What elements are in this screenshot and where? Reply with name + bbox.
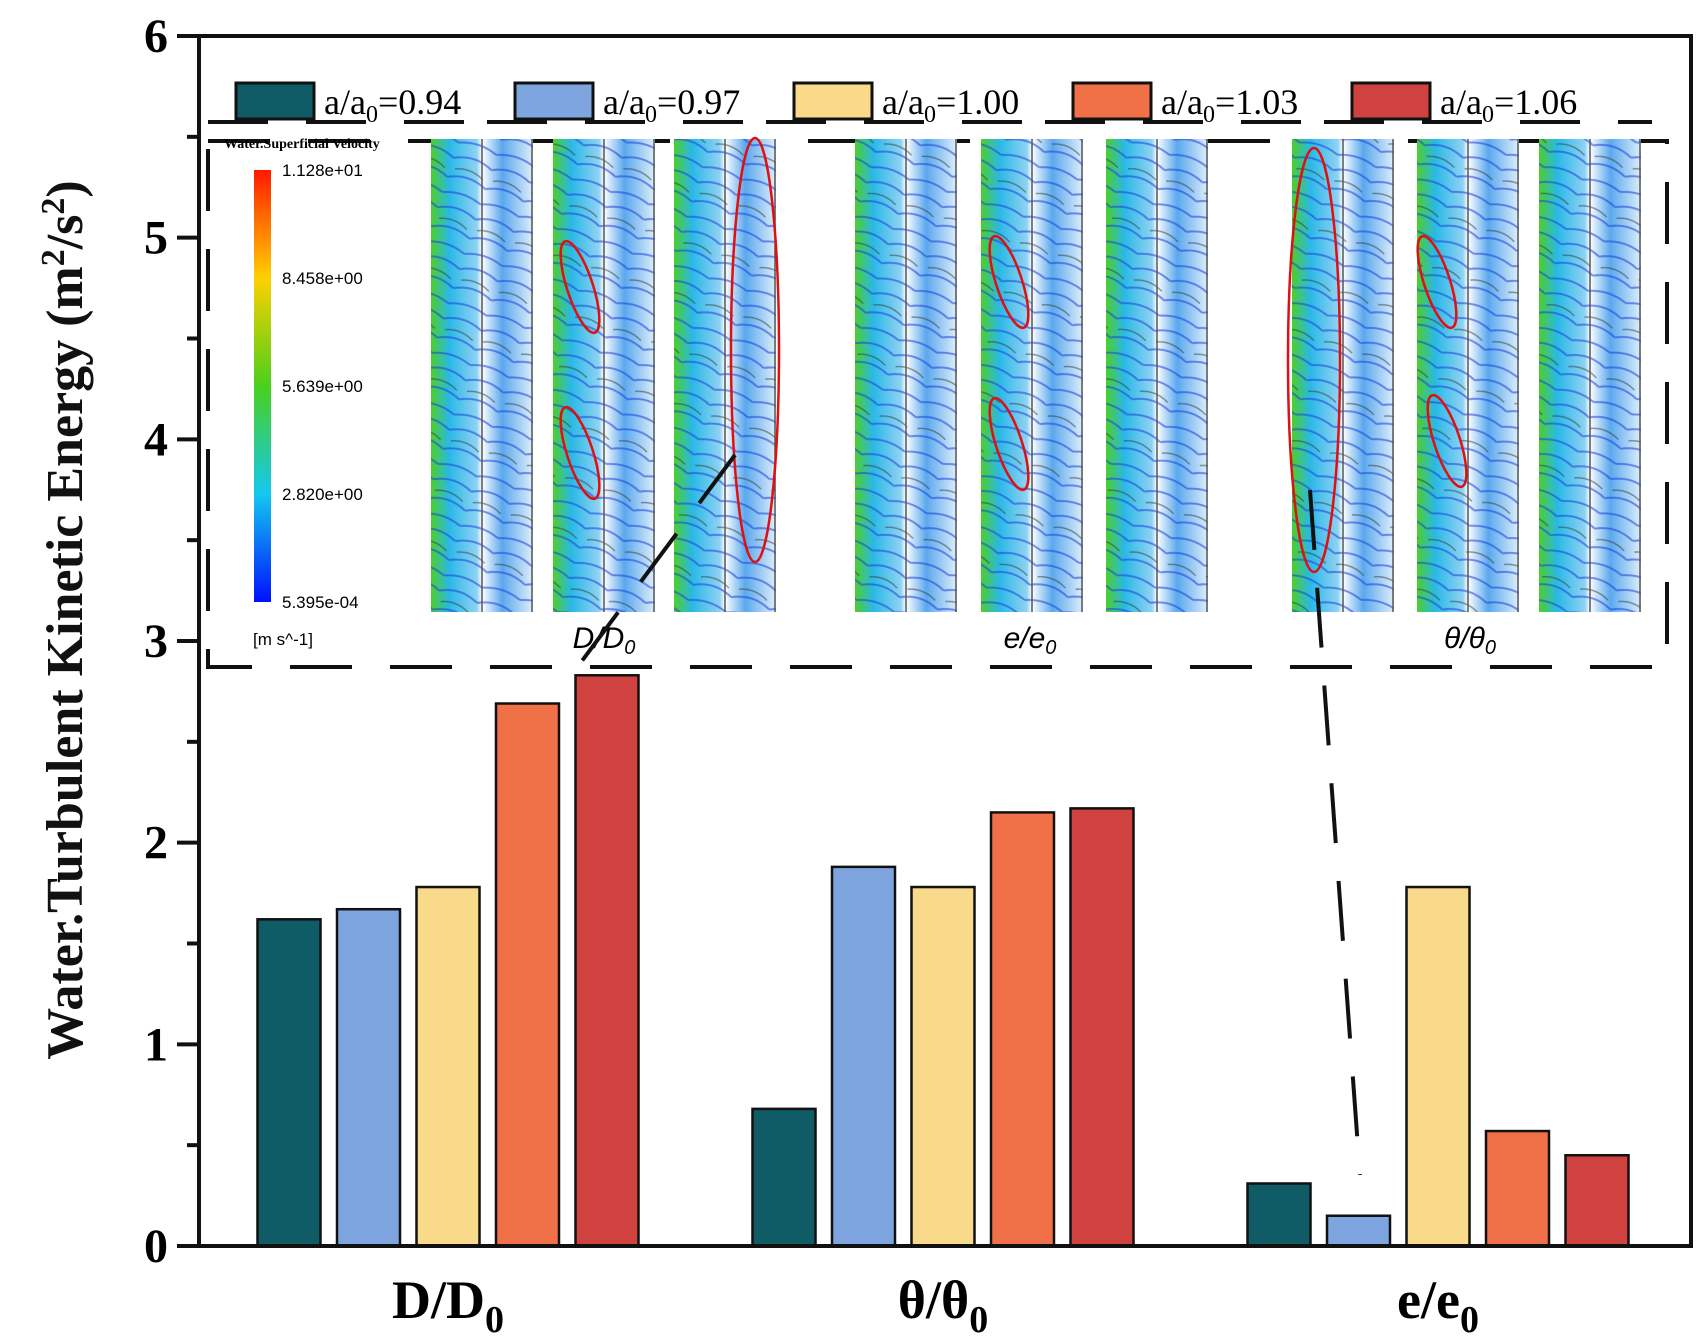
y-tick-label: 2 [144,817,168,870]
highlight-ellipse [729,136,781,564]
colorbar-title: Water.Superficial Velocity [224,137,380,152]
legend-swatch [234,81,316,121]
y-axis-title: Water.Turbulent Kinetic Energy (m2/s2) [35,180,94,1060]
flow-field-panel [431,139,533,612]
flow-field-panel [674,139,776,612]
x-tick-label: θ/θ0 [898,1270,988,1339]
highlight-ellipse [559,405,601,501]
highlight-ellipse [559,239,601,335]
legend-label-bg [1438,82,1624,120]
highlight-ellipse [1416,234,1458,330]
highlight-ellipse [988,396,1030,492]
y-tick-label: 4 [144,413,168,466]
flow-field-panel [1106,139,1208,612]
y-tick-label: 1 [144,1018,168,1071]
bar-aa01.03-1 [989,811,1056,1248]
bar-aa00.97-0 [335,907,402,1248]
bar-aa00.94-2 [1246,1182,1312,1248]
legend-label-bg [601,82,787,120]
highlight-ellipse [1426,393,1468,489]
bar-aa01.00-0 [415,885,481,1248]
bar-aa01.00-1 [910,885,976,1248]
bar-aa00.97-2 [1325,1214,1392,1248]
legend-label: a/a0=0.97 [603,82,740,128]
flow-field-panel [1417,139,1519,612]
x-tick-label: D/D0 [392,1270,504,1339]
bar-aa01.06-0 [574,674,640,1248]
y-tick-label: 3 [144,615,168,668]
colorbar-label: 5.639e+00 [282,377,363,396]
legend-label-bg [322,82,508,120]
bar-aa01.06-2 [1564,1154,1630,1248]
highlight-ellipse [988,234,1030,330]
inset-group-label: D/D0 [573,622,636,659]
inset-group-label: θ/θ0 [1444,622,1496,659]
y-tick-label: 0 [144,1220,168,1273]
flow-field-panel [553,139,655,612]
colorbar-label: 5.395e-04 [282,593,359,612]
plot-frame [197,34,1693,1248]
legend-swatch [1350,81,1432,121]
flow-field-panel [1539,139,1641,612]
bar-aa00.94-0 [256,918,322,1248]
bar-aa01.06-1 [1069,807,1135,1248]
bar-aa00.94-1 [751,1107,817,1248]
legend-label: a/a0=1.03 [1161,82,1298,128]
colorbar-label: 2.820e+00 [282,485,363,504]
legend-swatch [1071,81,1153,121]
bar-aa01.00-2 [1405,885,1471,1248]
legend-swatch [513,81,595,121]
legend-swatch [792,81,874,121]
legend-label-bg [880,82,1066,120]
legend-label-bg [1159,82,1345,120]
flow-field-panel [981,139,1083,612]
colorbar-label: 8.458e+00 [282,269,363,288]
colorbar-label: 1.128e+01 [282,161,363,180]
y-tick-label: 5 [144,212,168,265]
legend-label: a/a0=1.00 [882,82,1019,128]
flow-field-panel [1292,139,1394,612]
colorbar [254,170,271,602]
y-tick-label: 6 [144,10,168,63]
inset-group-label: e/e0 [1004,622,1057,659]
flow-field-inset: Water.Superficial Velocity 1.128e+01 8.45… [206,136,1669,1176]
legend-label: a/a0=1.06 [1440,82,1577,128]
flow-field-panel [855,139,957,612]
bar-aa01.03-2 [1484,1129,1551,1248]
connector-line [571,453,737,675]
legend: a/a0=0.94 a/a0=0.97 a/a0=1.00 a/a0=1.03 a/a0… [208,81,1652,128]
legend-label: a/a0=0.94 [324,82,461,128]
bar-aa00.97-1 [830,865,897,1248]
colorbar-unit: [m s^-1] [253,630,313,649]
highlight-ellipse [1286,146,1342,574]
bar-aa01.03-0 [494,702,561,1248]
connector-line [1308,489,1362,1176]
x-tick-label: e/e0 [1397,1270,1479,1339]
